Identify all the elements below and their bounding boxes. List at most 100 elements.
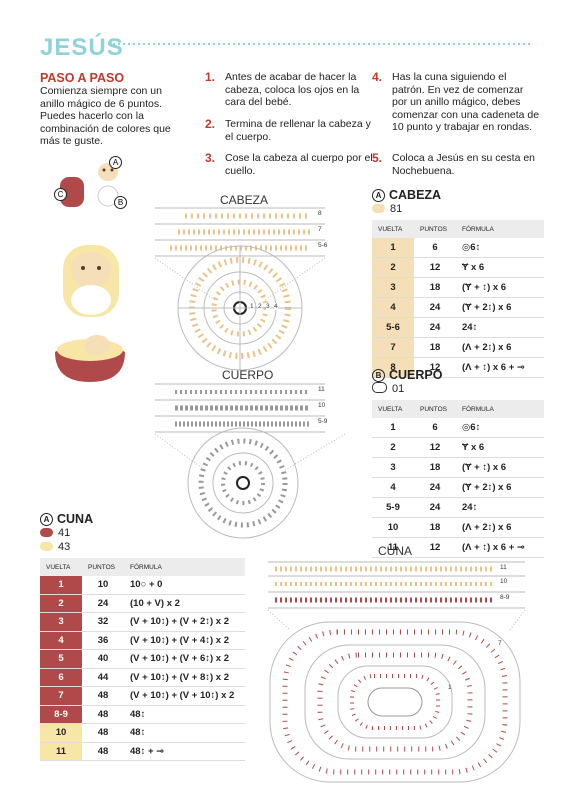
piece-c	[60, 177, 84, 207]
vuelta: 10	[372, 517, 414, 538]
vuelta: 3	[372, 457, 414, 478]
puntos: 12	[414, 537, 456, 558]
puntos: 40	[82, 649, 124, 669]
header-cell: VUELTA	[40, 558, 82, 576]
row: 5-9 24 24↕	[372, 497, 544, 518]
formula: (V + 10↕) + (V + 10↕) x 2	[124, 686, 245, 706]
vuelta: 6	[40, 668, 82, 687]
formula: (Λ + 2↕) x 6	[456, 517, 544, 538]
formula: (Λ + ↕) x 6 + ⊸	[456, 357, 544, 378]
step-number: 4.	[372, 70, 383, 84]
puntos: 48	[82, 705, 124, 724]
step-text: Antes de acabar de hacer la cabeza, colo…	[225, 71, 360, 108]
color-code: 41	[40, 526, 245, 540]
step-text: Has la cuna siguiendo el patrón. En vez …	[392, 71, 540, 133]
title: CUERPO	[389, 368, 443, 382]
puntos: 48	[82, 686, 124, 706]
puntos: 24	[414, 497, 456, 518]
formula: (Λ + 2↕) x 6	[456, 337, 544, 358]
formula: (Ɏ + ↕) x 6	[456, 277, 544, 298]
piece-label: A	[109, 156, 122, 169]
row: 1 6 ◎6↕	[372, 238, 544, 258]
piece-label: B	[114, 196, 127, 209]
vuelta: 2	[372, 437, 414, 458]
puntos: 24	[82, 594, 124, 613]
row-label: 5-6	[318, 242, 328, 249]
row: 4 24 (Ɏ + 2↕) x 6	[372, 297, 544, 318]
puntos: 12	[414, 437, 456, 458]
puntos: 48	[82, 723, 124, 743]
header-cell: PUNTOS	[82, 558, 124, 576]
row: 2 12 Ɏ x 6	[372, 437, 544, 458]
formula: ◎6↕	[456, 418, 544, 438]
step-text: Cose la cabeza al cuerpo por el cuello.	[225, 152, 373, 177]
swatch	[372, 382, 387, 393]
formula: (Ɏ + ↕) x 6	[456, 457, 544, 478]
color-code: 01	[372, 382, 544, 396]
ring-label: 3	[266, 303, 270, 310]
formula: ◎6↕	[456, 238, 544, 258]
puntos: 12	[414, 357, 456, 378]
puntos: 24	[414, 317, 456, 338]
row-label: 5-9	[318, 418, 328, 425]
row: 2 24 (10 + V) x 2	[40, 594, 245, 613]
puntos: 24	[414, 297, 456, 318]
vuelta: 5-6	[372, 317, 414, 338]
formula: (V + 10↕) + (V + 8↕) x 2	[124, 668, 245, 687]
puntos: 18	[414, 337, 456, 358]
title: CABEZA	[389, 188, 442, 202]
formula: 48↕ + ⊸	[124, 742, 245, 761]
formula: 48↕	[124, 705, 245, 724]
row: 3 18 (Ɏ + ↕) x 6	[372, 457, 544, 478]
vuelta: 4	[372, 477, 414, 498]
formula: (10 + V) x 2	[124, 594, 245, 613]
formula: (V + 10↕) + (V + 4↕) x 2	[124, 631, 245, 650]
page-title: JESÚS	[40, 34, 124, 61]
color-code: 43	[40, 540, 245, 554]
formula: 24↕	[456, 317, 544, 338]
formula: Ɏ x 6	[456, 437, 544, 458]
row: 2 12 Ɏ x 6	[372, 257, 544, 278]
table-block: B CUERPO 01 VUELTA PUNTOS FÓRMULA 1 6 ◎6↕ 2 12 Ɏ x …	[372, 368, 544, 558]
step-text: Coloca a Jesús en su cesta en Nochebuena…	[392, 152, 536, 177]
vuelta: 8-9	[40, 705, 82, 724]
row-label: 7	[318, 226, 322, 233]
row-label: 8-9	[500, 594, 510, 601]
row: 7 48 (V + 10↕) + (V + 10↕) x 2	[40, 686, 245, 706]
puntos: 18	[414, 517, 456, 538]
vuelta: 1	[372, 238, 414, 258]
row-label: 10	[318, 402, 326, 409]
puntos: 18	[414, 277, 456, 298]
intro-text: Comienza siempre con un anillo mágico de…	[40, 85, 171, 147]
row-label: 11	[318, 386, 325, 393]
formula: 48↕	[124, 723, 245, 743]
header-cell: FÓRMULA	[456, 400, 544, 418]
row: 3 32 (V + 10↕) + (V + 2↕) x 2	[40, 612, 245, 632]
header-row: VUELTA PUNTOS FÓRMULA	[40, 558, 245, 576]
diagram-title: CUERPO	[222, 368, 274, 382]
table-title: A CABEZA	[372, 188, 544, 202]
ring-label: 4	[274, 303, 278, 310]
marker: A	[40, 513, 53, 526]
formula: (V + 10↕) + (V + 2↕) x 2	[124, 612, 245, 632]
table-title: B CUERPO	[372, 368, 544, 382]
puntos: 12	[414, 257, 456, 278]
vuelta: 3	[372, 277, 414, 298]
vuelta: 11	[372, 537, 414, 558]
vuelta: 11	[40, 742, 82, 761]
vuelta: 4	[372, 297, 414, 318]
puntos: 6	[414, 238, 456, 258]
row: 6 44 (V + 10↕) + (V + 8↕) x 2	[40, 668, 245, 687]
title: CUNA	[57, 512, 94, 526]
step-number: 1.	[205, 70, 216, 84]
row: 11 12 (Λ + ↕) x 6 + ⊸	[372, 537, 544, 558]
row: 7 18 (Λ + 2↕) x 6	[372, 337, 544, 358]
pattern-table: VUELTA PUNTOS FÓRMULA 1 10 10○ + 0 2 24 (10 + V)…	[40, 558, 245, 761]
puntos: 32	[82, 612, 124, 632]
cuna-diagram	[267, 561, 526, 783]
formula: 24↕	[456, 497, 544, 518]
formula: Ɏ x 6	[456, 257, 544, 278]
puntos: 24	[414, 477, 456, 498]
color-code: 81	[372, 202, 544, 216]
